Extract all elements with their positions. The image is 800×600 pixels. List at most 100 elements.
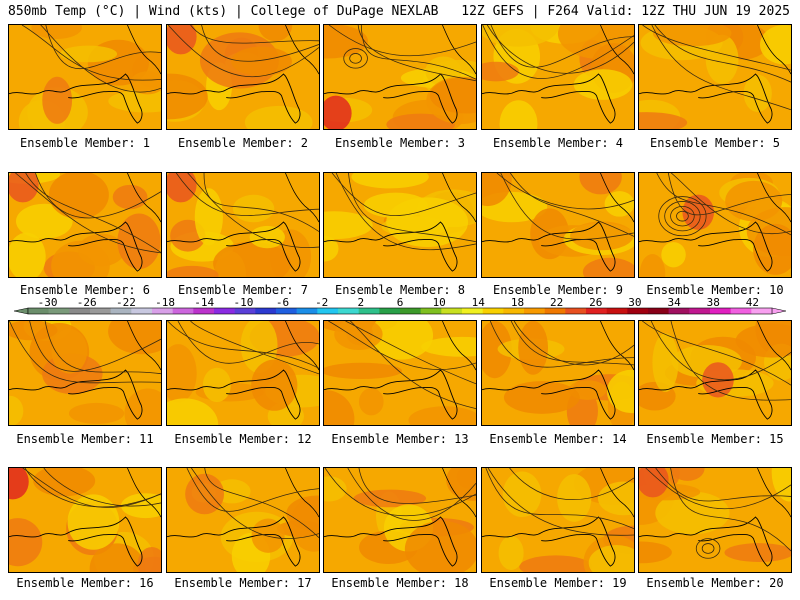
colorbar-tick-label: 34 [667, 296, 681, 309]
panel-member-6 [8, 172, 162, 278]
height-contour [201, 25, 319, 62]
height-contour [191, 468, 319, 539]
panel-member-8 [323, 172, 477, 278]
height-contour [485, 468, 634, 529]
temperature-contour-fill [9, 395, 24, 425]
member-label: Ensemble Member: 9 [492, 283, 624, 297]
temperature-contour-fill [112, 184, 148, 210]
colorbar-bin [710, 308, 731, 314]
panel-member-11 [8, 320, 162, 426]
member-label: Ensemble Member: 17 [174, 576, 312, 590]
temperature-contour-fill [353, 489, 427, 508]
height-contour [175, 173, 319, 216]
hot-spot [9, 468, 29, 500]
height-contour [204, 468, 319, 538]
colorbar-bin [255, 308, 277, 314]
colorbar-bin [648, 308, 669, 314]
colorbar-bin [152, 308, 173, 314]
temperature-contour-fill [108, 89, 161, 113]
temperature-contour-fill [502, 471, 542, 518]
east-coastline [285, 321, 319, 371]
east-coastline [600, 173, 634, 223]
temperature-contour-fill [743, 74, 772, 113]
temperature-contour-fill [167, 398, 219, 425]
temperature-contour-fill [606, 369, 634, 414]
temperature-contour-fill [240, 321, 278, 373]
colorbar-bin [110, 308, 132, 314]
hot-spot [324, 95, 352, 129]
colorbar-bin [358, 308, 380, 314]
east-coastline [600, 321, 634, 371]
temperature-contour-fill [446, 468, 476, 501]
closed-low-contour [670, 205, 695, 227]
temperature-contour-fill [655, 491, 730, 535]
height-contour [190, 321, 319, 375]
temperature-contour-fill [482, 173, 512, 207]
east-coastline [442, 25, 476, 75]
member-label: Ensemble Member: 20 [646, 576, 784, 590]
colorbar-bin [627, 308, 649, 314]
colorbar-bin [751, 308, 773, 314]
east-coastline [127, 468, 161, 518]
colorbar-tick-label: 18 [511, 296, 524, 309]
height-contour [203, 173, 319, 232]
colorbar-bin [606, 308, 628, 314]
colorbar-tick-label: 6 [397, 296, 404, 309]
colorbar-tick-label: -6 [276, 296, 289, 309]
colorbar-bin [482, 308, 504, 314]
coastline [9, 516, 143, 567]
temperature-contour-fill [753, 223, 791, 275]
temperature-contour-fill [518, 321, 549, 375]
closed-low-contour [664, 201, 701, 232]
height-contour [670, 321, 791, 401]
temperature-contour-fill [117, 213, 161, 270]
colorbar-tick-label: -22 [116, 296, 136, 309]
height-contour [345, 321, 476, 385]
temperature-contour-fill [167, 73, 208, 120]
panel-member-17 [166, 467, 320, 573]
temperature-contour-fill [67, 494, 120, 550]
temperature-contour-fill [251, 359, 298, 411]
colorbar-bin [296, 308, 318, 314]
colorbar-tick-label: 38 [707, 296, 720, 309]
temperature-contour-fill [519, 555, 593, 572]
temperature-contour-fill [579, 173, 622, 195]
colorbar-bin [730, 308, 752, 314]
temperature-contour-fill [503, 381, 580, 414]
east-coastline [285, 468, 319, 518]
panel-member-9 [481, 172, 635, 278]
coastline [324, 369, 458, 420]
temperature-contour-fill [498, 535, 524, 570]
height-contour [190, 25, 319, 44]
colorbar-bin [524, 308, 545, 314]
temperature-contour-fill [124, 388, 161, 425]
height-contour [9, 321, 161, 384]
panel-member-2 [166, 24, 320, 130]
temperature-contour-fill [324, 25, 369, 59]
colorbar-tick-label: -30 [38, 296, 58, 309]
temperature-contour-fill [370, 321, 434, 360]
east-coastline [285, 25, 319, 75]
temperature-contour-fill [724, 543, 791, 562]
hot-spot [9, 173, 39, 203]
colorbar-tick-label: -10 [233, 296, 253, 309]
coastline [482, 369, 616, 420]
coastline [639, 73, 773, 124]
temperature-contour-fill [639, 541, 672, 564]
height-contour [655, 468, 791, 502]
panel-member-16 [8, 467, 162, 573]
colorbar-bin [503, 308, 525, 314]
colorbar-bin [379, 308, 401, 314]
colorbar-bin [689, 308, 711, 314]
east-coastline [757, 25, 791, 75]
temperature-contour-fill [9, 518, 43, 567]
east-coastline [757, 321, 791, 371]
temperature-contour-fill [588, 545, 634, 572]
member-label: Ensemble Member: 3 [334, 136, 466, 150]
height-contour [21, 25, 161, 81]
hot-spot [682, 194, 715, 230]
temperature-contour-fill [421, 336, 476, 357]
colorbar-bin [544, 308, 566, 314]
closed-low-contour [695, 538, 721, 559]
height-contour [654, 25, 791, 83]
